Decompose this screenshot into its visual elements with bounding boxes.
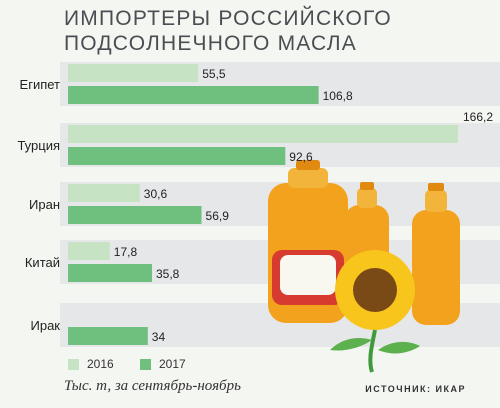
legend-swatch-2017: [140, 358, 151, 370]
small-oil-bottle: [412, 210, 460, 325]
bar-2017: [68, 86, 319, 104]
sunflower: [330, 250, 420, 373]
bar-2017: [68, 147, 286, 165]
legend-label-2017: 2017: [159, 357, 186, 371]
bar-2016: [68, 184, 140, 202]
legend-item-2017: 2017: [140, 357, 186, 371]
chart-title-line-2: ПОДСОЛНЕЧНОГО МАСЛА: [64, 32, 357, 55]
data-label-2017: 34: [152, 330, 166, 344]
bar-2016: [68, 64, 199, 82]
data-label-2016: 55,5: [202, 67, 226, 81]
bar-2017: [68, 264, 153, 282]
legend-item-2016: 2016: [68, 357, 114, 371]
legend-swatch-2016: [68, 358, 79, 370]
sunflower-oil-bottles-illustration: [268, 160, 460, 373]
data-label-2017: 92,6: [289, 150, 313, 164]
bar-2017: [68, 206, 202, 224]
bar-2017: [68, 327, 148, 345]
data-label-2017: 35,8: [156, 267, 180, 281]
category-label: Турция: [17, 138, 60, 153]
category-label: Иран: [29, 197, 60, 212]
data-label-2016: 30,6: [144, 187, 168, 201]
category-label: Китай: [25, 255, 60, 270]
data-label-2017: 106,8: [323, 89, 353, 103]
data-label-2017: 56,9: [206, 209, 230, 223]
chart-title-line-1: ИМПОРТЕРЫ РОССИЙСКОГО: [64, 7, 392, 30]
legend-label-2016: 2016: [87, 357, 114, 371]
data-label-2016: 17,8: [114, 245, 138, 259]
bar-2016: [68, 125, 458, 143]
data-label-2016: 166,2: [463, 110, 493, 124]
category-label: Египет: [20, 77, 61, 92]
source-credit: ИСТОЧНИК: ИКАР: [365, 384, 466, 394]
bar-2016: [68, 242, 110, 260]
category-label: Ирак: [31, 318, 61, 333]
units-footnote: Тыс. т, за сентябрь-ноябрь: [64, 378, 241, 394]
